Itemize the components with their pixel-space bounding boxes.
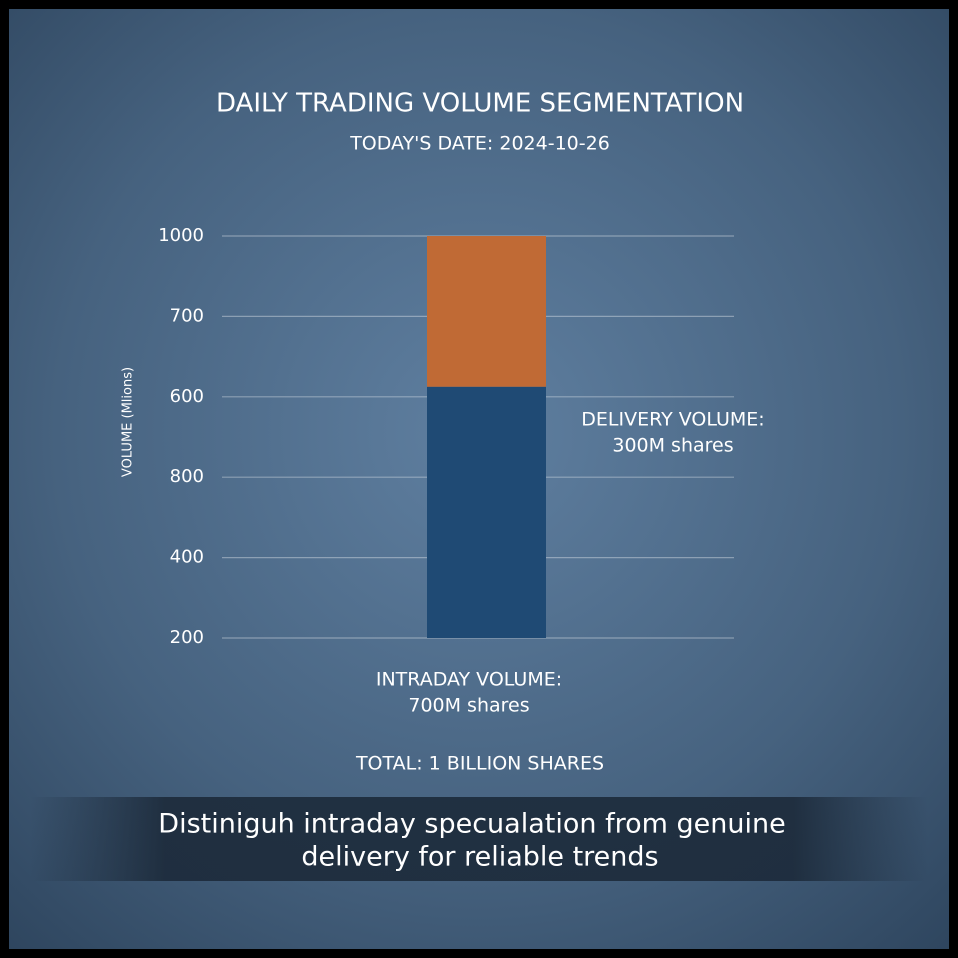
y-axis-label: VOLUME (Mlions) — [121, 367, 136, 477]
chart-title: DAILY TRADING VOLUME SEGMENTATION — [216, 89, 744, 119]
y-tick-label: 800 — [170, 466, 204, 487]
legend-label: INTRADAY VOLUME: — [376, 669, 562, 691]
legend-label: DELIVERY VOLUME: — [581, 409, 764, 431]
value-label: 700M shares — [408, 695, 529, 717]
caption-line: Distiniguh intraday specualation from ge… — [158, 809, 785, 840]
caption-line: delivery for reliable trends — [301, 842, 658, 873]
caption-band — [30, 797, 928, 881]
chart-subtitle: TODAY'S DATE: 2024-10-26 — [349, 133, 610, 155]
y-tick-label: 600 — [170, 386, 204, 407]
y-tick-label: 400 — [170, 547, 204, 568]
y-tick-label: 200 — [170, 627, 204, 648]
bar-segment — [427, 386, 546, 638]
annotation: TOTAL: 1 BILLION SHARES — [355, 753, 604, 775]
bar-segment — [427, 236, 546, 387]
y-tick-label: 700 — [170, 305, 204, 326]
value-label: 300M shares — [612, 435, 733, 457]
y-tick-label: 1000 — [158, 225, 204, 246]
